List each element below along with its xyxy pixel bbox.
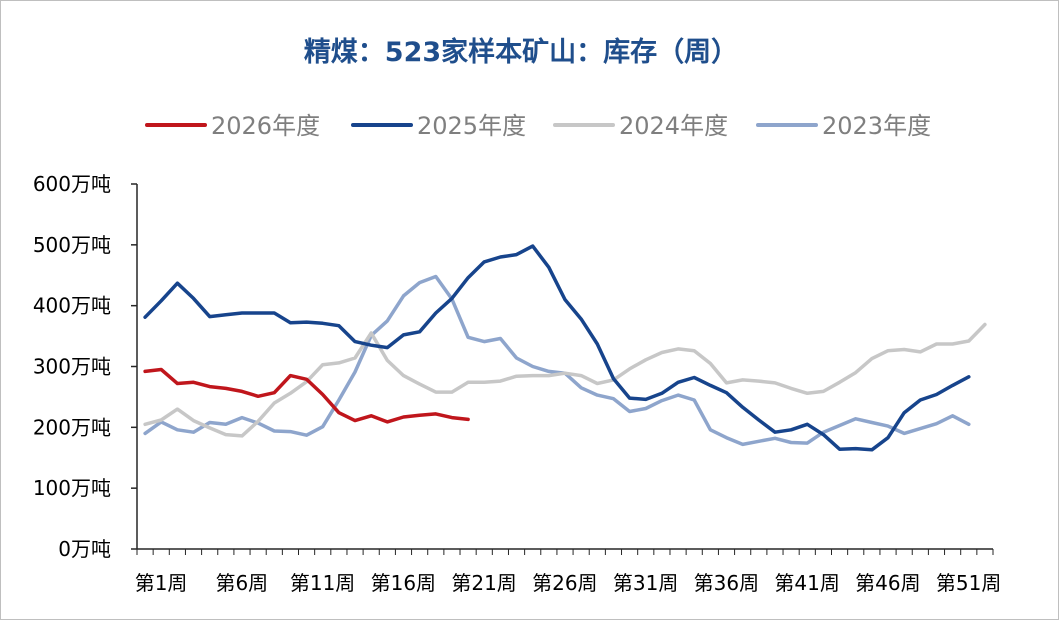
y-tick-label: 200万吨 (33, 415, 111, 439)
series-line-2026年度 (143, 367, 470, 424)
x-axis-tick-marks (136, 549, 994, 555)
y-tick-label: 400万吨 (33, 294, 111, 318)
y-tick-label: 100万吨 (33, 476, 111, 500)
x-tick-label: 第11周 (290, 571, 355, 595)
legend-label: 2024年度 (619, 112, 728, 140)
series-line-2024年度 (143, 322, 987, 438)
x-tick-label: 第31周 (613, 571, 678, 595)
y-axis-tick-marks (131, 183, 137, 550)
x-tick-label: 第36周 (694, 571, 759, 595)
chart-title: 精煤：523家样本矿山：库存（周） (304, 36, 738, 68)
x-tick-label: 第46周 (855, 571, 920, 595)
y-tick-label: 600万吨 (33, 172, 111, 196)
x-tick-label: 第6周 (215, 571, 268, 595)
x-tick-label: 第1周 (135, 571, 188, 595)
y-tick-label: 0万吨 (58, 537, 111, 561)
x-axis-tick-labels: 第1周 第6周 第11周 第16周 第21周 第26周 第31周 第36周 第41周 第46周 第5… (135, 571, 1002, 595)
x-tick-label: 第26周 (532, 571, 597, 595)
series-line-2025年度 (143, 244, 971, 452)
series-lines (143, 244, 987, 452)
y-axis-tick-labels: 0万吨 100万吨 200万吨 300万吨 400万吨 500万吨 600万吨 (33, 172, 111, 561)
x-tick-label: 第41周 (774, 571, 839, 595)
legend-label: 2023年度 (822, 112, 931, 140)
x-tick-label: 第16周 (371, 571, 436, 595)
x-tick-label: 第51周 (936, 571, 1001, 595)
x-tick-label: 第21周 (451, 571, 516, 595)
y-tick-label: 300万吨 (33, 355, 111, 379)
series-line-2023年度 (143, 274, 971, 447)
legend-label: 2025年度 (417, 112, 526, 140)
legend: 2026年度 2025年度 2024年度 2023年度 (145, 112, 931, 140)
y-tick-label: 500万吨 (33, 233, 111, 257)
legend-label: 2026年度 (211, 112, 320, 140)
